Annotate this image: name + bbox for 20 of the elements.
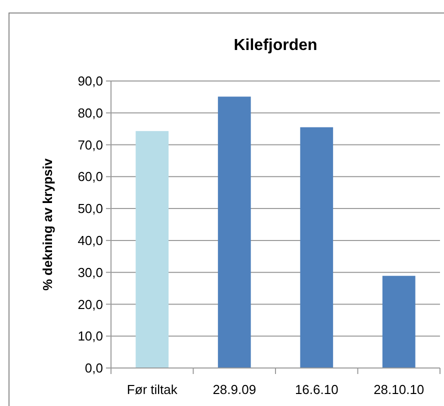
y-tick-label: 60,0	[78, 169, 103, 184]
y-tick-label: 90,0	[78, 74, 103, 89]
y-tick-label: 50,0	[78, 201, 103, 216]
x-tick-label: 16.6.10	[294, 382, 338, 397]
x-tick-label: Før tiltak	[126, 382, 178, 397]
x-tick-label: 28.9.09	[212, 382, 256, 397]
chart-title: Kilefjorden	[234, 37, 318, 54]
y-axis-title: % dekning av krypsiv	[40, 158, 55, 291]
y-tick-label: 70,0	[78, 137, 103, 152]
y-tick-label: 80,0	[78, 105, 103, 120]
y-tick-label: 40,0	[78, 232, 103, 248]
bar	[300, 127, 334, 368]
bar	[382, 276, 416, 368]
y-tick-label: 30,0	[78, 264, 103, 280]
y-tick-label: 20,0	[78, 296, 103, 312]
bar	[218, 96, 251, 368]
bar	[136, 131, 169, 368]
x-tick-label: 28.10.10	[374, 382, 424, 397]
y-tick-label: 0,0	[84, 360, 103, 376]
y-tick-label: 10,0	[78, 328, 103, 344]
